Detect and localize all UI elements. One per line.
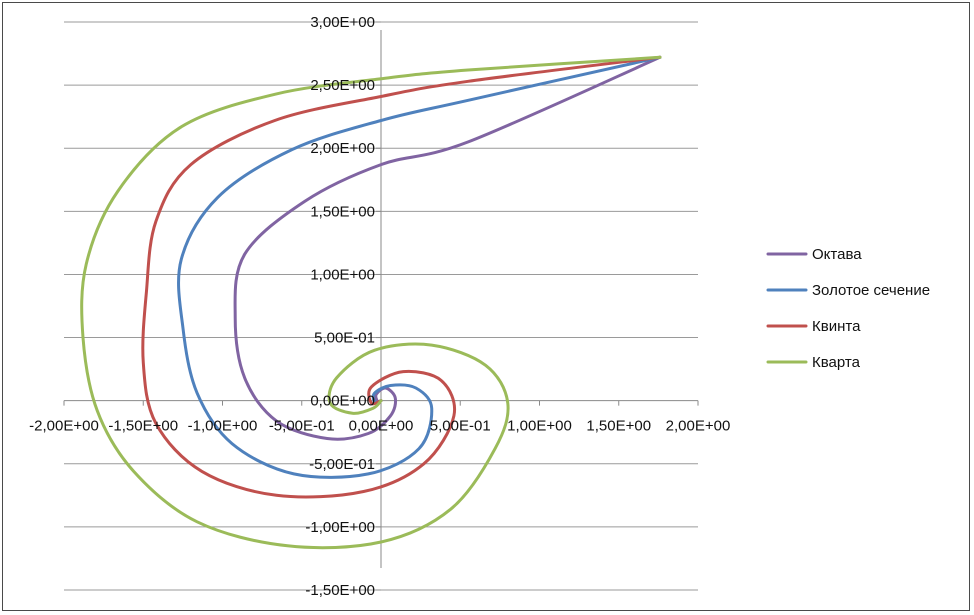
- y-tick-label-1: -1,00E+00: [305, 519, 375, 536]
- y-tick-label-8: 2,50E+00: [310, 77, 375, 94]
- legend-label-1: Золотое сечение: [812, 282, 930, 299]
- y-tick-label-7: 2,00E+00: [310, 140, 375, 157]
- x-tick-label-6: 1,00E+00: [507, 418, 572, 435]
- series-lines: [80, 55, 662, 550]
- legend-label-2: Квинта: [812, 318, 861, 335]
- y-tick-label-9: 3,00E+00: [310, 14, 375, 31]
- series-line-3: [80, 55, 662, 550]
- x-tick-label-0: -2,00E+00: [29, 418, 99, 435]
- y-tick-label-6: 1,50E+00: [310, 203, 375, 220]
- legend: Октава Золотое сечение Квинта Кварта: [766, 246, 930, 371]
- x-tick-label-8: 2,00E+00: [666, 418, 731, 435]
- x-tick-label-7: 1,50E+00: [586, 418, 651, 435]
- y-tick-labels: -1,50E+00 -1,00E+00 -5,00E-01 0,00E+00 5,00E…: [305, 14, 375, 599]
- y-tick-label-2: -5,00E-01: [309, 456, 375, 473]
- x-tick-label-4: 0,00E+00: [349, 418, 414, 435]
- x-tick-label-2: -1,00E+00: [188, 418, 258, 435]
- y-tick-label-0: -1,50E+00: [305, 582, 375, 599]
- x-tick-label-1: -1,50E+00: [108, 418, 178, 435]
- x-tick-labels: -2,00E+00 -1,50E+00 -1,00E+00 -5,00E-01 0,00…: [29, 418, 730, 435]
- legend-label-3: Кварта: [812, 354, 861, 371]
- x-tick-label-5: 5,00E-01: [430, 418, 491, 435]
- y-tick-label-3: 0,00E+00: [310, 393, 375, 410]
- series-line-1: [177, 55, 662, 479]
- axes: [63, 21, 699, 591]
- legend-label-0: Октава: [812, 246, 862, 263]
- y-tick-label-4: 5,00E-01: [314, 330, 375, 347]
- x-tick-label-3: -5,00E-01: [269, 418, 335, 435]
- series-line-2: [141, 55, 662, 499]
- y-tick-label-5: 1,00E+00: [310, 266, 375, 283]
